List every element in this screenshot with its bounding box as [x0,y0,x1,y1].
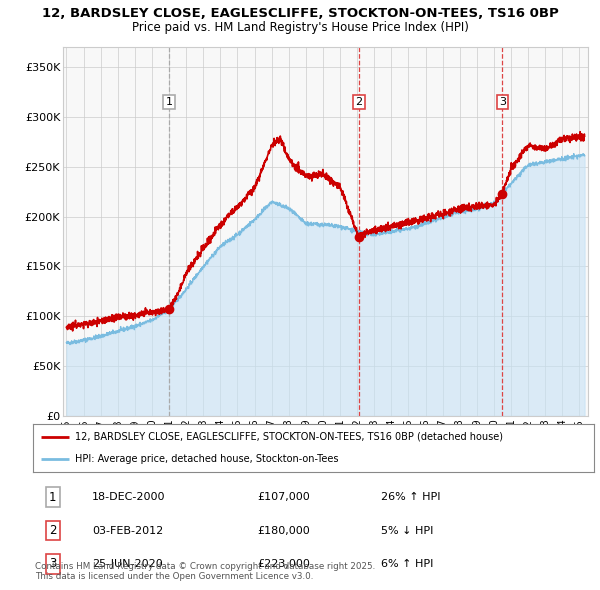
Text: 1: 1 [49,490,56,503]
Text: 12, BARDSLEY CLOSE, EAGLESCLIFFE, STOCKTON-ON-TEES, TS16 0BP (detached house): 12, BARDSLEY CLOSE, EAGLESCLIFFE, STOCKT… [75,432,503,442]
Text: 6% ↑ HPI: 6% ↑ HPI [381,559,433,569]
Text: 26% ↑ HPI: 26% ↑ HPI [381,492,440,502]
Text: Price paid vs. HM Land Registry's House Price Index (HPI): Price paid vs. HM Land Registry's House … [131,21,469,34]
Text: 03-FEB-2012: 03-FEB-2012 [92,526,163,536]
Text: £107,000: £107,000 [257,492,310,502]
Text: £180,000: £180,000 [257,526,310,536]
Text: 18-DEC-2000: 18-DEC-2000 [92,492,166,502]
Text: 1: 1 [166,97,173,107]
Text: 2: 2 [49,524,56,537]
Text: £223,000: £223,000 [257,559,310,569]
Text: 5% ↓ HPI: 5% ↓ HPI [381,526,433,536]
Text: 12, BARDSLEY CLOSE, EAGLESCLIFFE, STOCKTON-ON-TEES, TS16 0BP: 12, BARDSLEY CLOSE, EAGLESCLIFFE, STOCKT… [41,7,559,20]
Text: 2: 2 [355,97,362,107]
Text: Contains HM Land Registry data © Crown copyright and database right 2025.
This d: Contains HM Land Registry data © Crown c… [35,562,375,581]
Text: 25-JUN-2020: 25-JUN-2020 [92,559,163,569]
Text: HPI: Average price, detached house, Stockton-on-Tees: HPI: Average price, detached house, Stoc… [75,454,338,464]
Text: 3: 3 [49,558,56,571]
Text: 3: 3 [499,97,506,107]
